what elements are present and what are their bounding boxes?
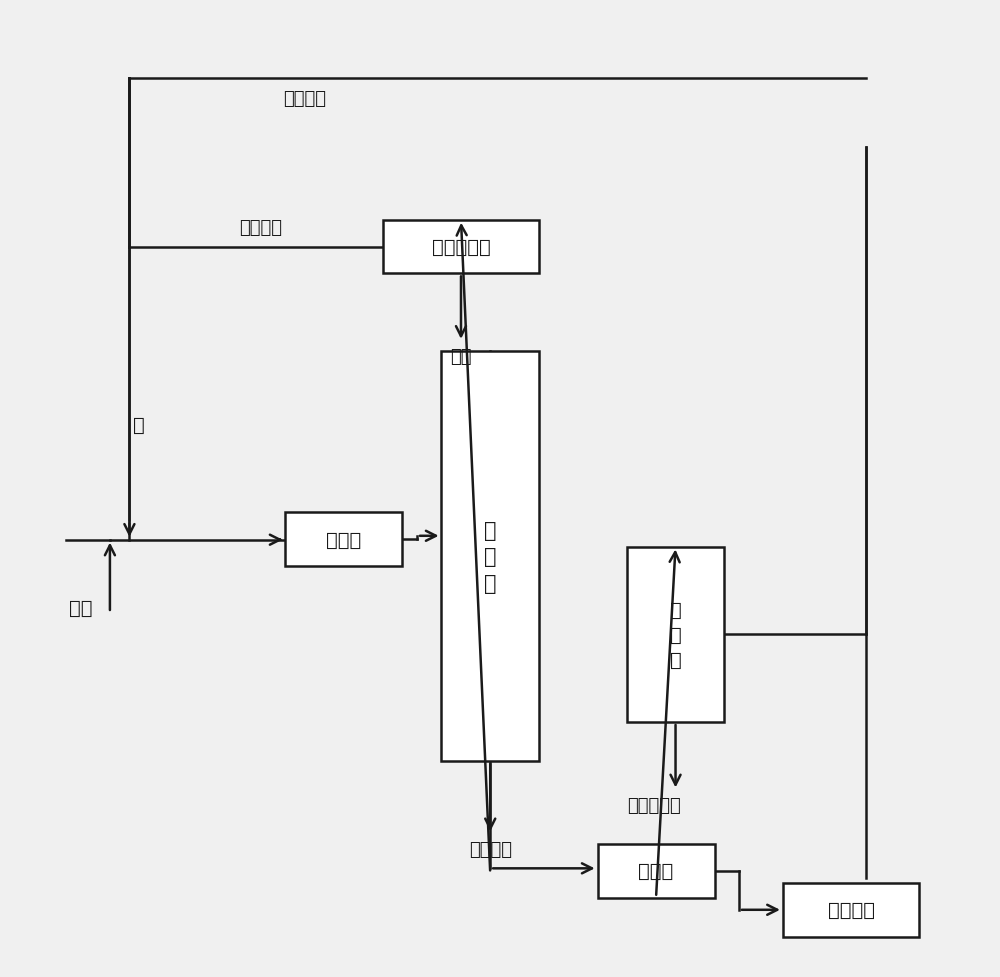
Text: 回收套用: 回收套用	[240, 219, 283, 236]
Text: 回收套用: 回收套用	[283, 90, 326, 107]
FancyBboxPatch shape	[285, 513, 402, 567]
FancyBboxPatch shape	[783, 883, 919, 937]
Text: 精
馏
塔: 精 馏 塔	[484, 521, 496, 593]
Text: 真空系统: 真空系统	[828, 901, 875, 919]
FancyBboxPatch shape	[627, 547, 724, 722]
Text: 预热器: 预热器	[326, 531, 362, 549]
Text: 硫代三甲酯: 硫代三甲酯	[627, 796, 681, 814]
Text: 水: 水	[133, 415, 145, 435]
FancyBboxPatch shape	[441, 352, 539, 761]
Text: 薄膜蒸发器: 薄膜蒸发器	[432, 237, 490, 257]
Text: 精胺: 精胺	[450, 348, 472, 366]
Text: 冷凝器: 冷凝器	[638, 862, 674, 880]
Text: 分
水
器: 分 水 器	[670, 600, 681, 669]
FancyBboxPatch shape	[383, 221, 539, 275]
Text: 粗胺: 粗胺	[69, 598, 92, 616]
FancyBboxPatch shape	[598, 844, 715, 898]
Text: 含水精胺: 含水精胺	[469, 840, 512, 858]
